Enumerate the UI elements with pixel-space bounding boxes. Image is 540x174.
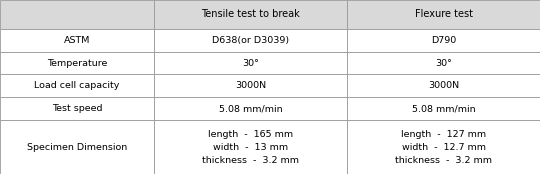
Text: Test speed: Test speed [52, 104, 102, 113]
Bar [0, 0, 154, 29]
Bar [154, 97, 347, 120]
Bar [154, 0, 347, 29]
Bar [347, 52, 540, 74]
Text: length  -  127 mm
width  -  12.7 mm
thickness  -  3.2 mm: length - 127 mm width - 12.7 mm thicknes… [395, 130, 492, 164]
Bar [347, 29, 540, 52]
Text: 5.08 mm/min: 5.08 mm/min [219, 104, 282, 113]
Text: Load cell capacity: Load cell capacity [34, 81, 120, 90]
Text: length  -  165 mm
width  -  13 mm
thickness  -  3.2 mm: length - 165 mm width - 13 mm thickness … [202, 130, 299, 164]
Text: 5.08 mm/min: 5.08 mm/min [412, 104, 475, 113]
Text: 3000N: 3000N [235, 81, 266, 90]
Bar [154, 120, 347, 174]
Bar [154, 29, 347, 52]
Bar [347, 0, 540, 29]
Text: 3000N: 3000N [428, 81, 459, 90]
Bar [154, 74, 347, 97]
Text: ASTM: ASTM [64, 36, 90, 45]
Text: Specimen Dimension: Specimen Dimension [27, 143, 127, 152]
Bar [154, 52, 347, 74]
Bar [0, 74, 154, 97]
Text: D638(or D3039): D638(or D3039) [212, 36, 289, 45]
Bar [347, 120, 540, 174]
Text: 30°: 30° [242, 58, 259, 68]
Bar [0, 120, 154, 174]
Text: D790: D790 [431, 36, 456, 45]
Bar [347, 74, 540, 97]
Bar [347, 97, 540, 120]
Text: Temperature: Temperature [47, 58, 107, 68]
Text: 30°: 30° [435, 58, 452, 68]
Bar [0, 97, 154, 120]
Text: Tensile test to break: Tensile test to break [201, 9, 300, 19]
Bar [0, 29, 154, 52]
Bar [0, 52, 154, 74]
Text: Flexure test: Flexure test [415, 9, 472, 19]
